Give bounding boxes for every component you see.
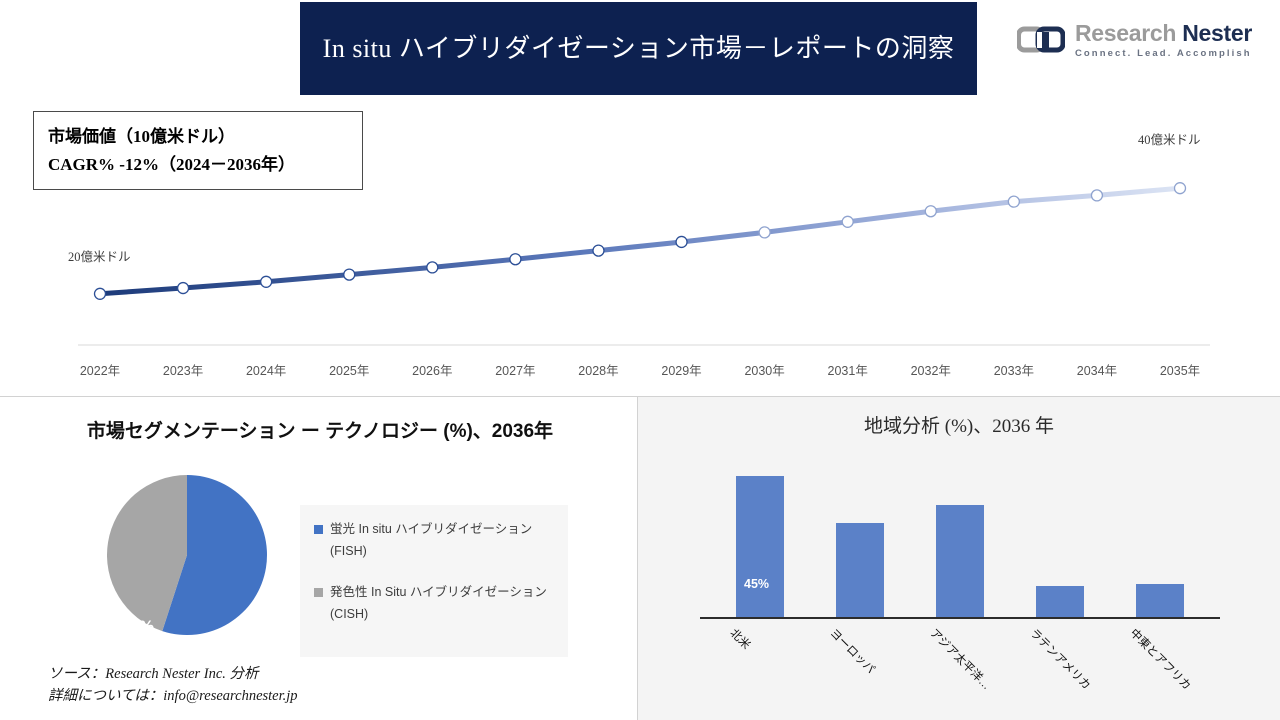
horizontal-divider [0, 396, 1280, 397]
pie-chart-plot [107, 475, 267, 635]
bar-category-label: ラテンアメリカ [1027, 627, 1093, 693]
year-tick-label: 2028年 [578, 364, 619, 378]
year-tick-label: 2027年 [495, 364, 536, 378]
bar-chart-title: 地域分析 (%)、2036 年 [864, 416, 1054, 437]
bar-chart-plot: 45% [710, 467, 1210, 617]
source-footer: ソース：Research Nester Inc. 分析 詳細については：info… [48, 664, 298, 708]
bar-data-label: 45% [744, 577, 770, 591]
year-tick-label: 2026年 [412, 364, 453, 378]
year-tick-label: 2023年 [162, 364, 204, 378]
bar-category-label: 北米 [727, 627, 753, 652]
year-tick-label: 2030年 [744, 364, 785, 378]
pie-chart-legend: 蛍光 In situ ハイブリダイゼーション (FISH) 発色性 In Sit… [300, 505, 568, 657]
vertical-divider [637, 397, 638, 720]
contact-line: 詳細については：info@researchnester.jp [48, 687, 298, 704]
logo-text: Research Nester Connect. Lead. Accomplis… [1075, 22, 1252, 59]
legend-swatch-cish [314, 588, 323, 597]
line-start-annotation: 20億米ドル [68, 250, 131, 264]
bar: 45% [736, 476, 784, 617]
logo-tagline: Connect. Lead. Accomplish [1074, 48, 1252, 59]
line-chart-plot [78, 182, 1210, 346]
year-tick-label: 2029年 [661, 364, 702, 378]
brand-logo: Research Nester Connect. Lead. Accomplis… [1016, 22, 1252, 59]
bar [1136, 584, 1184, 617]
line-chart-x-axis: 2022年 2023年 2024年 2025年 2026年 2027年 2028年 2029年… [0, 360, 1280, 390]
year-tick-label: 2035年 [1159, 364, 1201, 378]
logo-word-nester: Nester [1182, 20, 1252, 46]
year-tick-label: 2033年 [993, 364, 1034, 378]
header-band: In situ ハイブリダイゼーション市場－レポートの洞察 [300, 2, 977, 95]
pie-chart: 45% [95, 475, 280, 636]
page-title: In situ ハイブリダイゼーション市場－レポートの洞察 [322, 33, 955, 63]
bar-category-label: アジア太平洋… [927, 627, 993, 693]
year-tick-label: 2031年 [827, 364, 868, 378]
legend-item: 蛍光 In situ ハイブリダイゼーション (FISH) [300, 505, 568, 562]
regional-analysis-panel: 地域分析 (%)、2036 年 45% 北米 ヨーロッパ アジア太平洋… ラテンアメリ… [638, 397, 1280, 720]
logo-link-icon [1016, 26, 1065, 53]
year-tick-label: 2025年 [329, 364, 370, 378]
year-tick-label: 2024年 [245, 364, 287, 378]
pie-chart-title: 市場セグメンテーション ー テクノロジー (%)、2036年 [86, 421, 554, 442]
legend-swatch-fish [314, 525, 323, 534]
legend-label-fish: 蛍光 In situ ハイブリダイゼーション (FISH) [330, 522, 533, 558]
bar-chart-baseline [700, 617, 1220, 619]
logo-word-research: Research [1074, 20, 1177, 46]
bar-category-label: 中東とアフリカ [1127, 627, 1193, 693]
pie-slice [162, 475, 267, 635]
legend-item: 発色性 In Situ ハイブリダイゼーション (CISH) [300, 562, 568, 625]
legend-label-cish: 発色性 In Situ ハイブリダイゼーション (CISH) [330, 585, 547, 621]
year-tick-label: 2032年 [910, 364, 951, 378]
bar [1036, 585, 1084, 617]
year-tick-label: 2022年 [79, 364, 121, 378]
market-value-label: 市場価値（10億米ドル） [48, 127, 235, 146]
source-line: ソース：Research Nester Inc. 分析 [48, 666, 259, 682]
cagr-label: CAGR% -12%（2024－2036年） [48, 155, 295, 175]
year-tick-label: 2034年 [1076, 364, 1118, 378]
pie-data-label: 45% [120, 617, 155, 636]
line-chart: 20億米ドル 40億米ドル 2022年 2023年 2024年 2025年 2026年 2… [0, 96, 1280, 396]
market-value-box: 市場価値（10億米ドル） CAGR% -12%（2024－2036年） [33, 111, 363, 190]
logo-wordmark: Research Nester [1075, 22, 1252, 45]
pie-slice [107, 475, 187, 632]
bar [836, 523, 884, 617]
line-end-annotation: 40億米ドル [1138, 133, 1201, 147]
bar-category-label: ヨーロッパ [827, 627, 877, 677]
bar [936, 504, 984, 617]
